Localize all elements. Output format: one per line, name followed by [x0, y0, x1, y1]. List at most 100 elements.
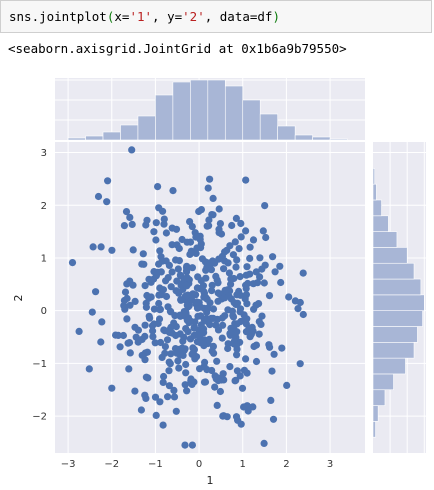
- scatter-point: [192, 232, 200, 240]
- y-axis-label: 2: [12, 295, 25, 302]
- scatter-point: [141, 356, 149, 364]
- scatter-point: [191, 318, 199, 326]
- right-hist-bar: [372, 262, 415, 280]
- scatter-point: [184, 328, 192, 336]
- scatter-point: [214, 374, 222, 382]
- scatter-point: [104, 177, 112, 185]
- code-arg-x-val: '1': [129, 9, 153, 24]
- code-close-paren: ): [272, 9, 280, 24]
- scatter-point: [170, 319, 178, 327]
- scatter-point: [205, 222, 213, 230]
- scatter-point: [213, 357, 221, 365]
- scatter-point: [232, 263, 240, 271]
- scatter-point: [170, 393, 179, 401]
- scatter-point: [150, 228, 158, 236]
- scatter-point: [141, 321, 149, 329]
- code-cell[interactable]: sns.jointplot(x='1', y='2', data=df): [0, 0, 432, 33]
- cell-output-text: <seaborn.axisgrid.JointGrid at 0x1b6a9b7…: [8, 41, 347, 56]
- scatter-point: [277, 278, 285, 287]
- scatter-point: [126, 301, 134, 309]
- top-hist-bar: [277, 125, 296, 141]
- scatter-point: [121, 288, 130, 296]
- scatter-point: [155, 204, 163, 212]
- scatter-point: [197, 244, 205, 252]
- scatter-point: [268, 367, 276, 375]
- scatter-point: [172, 256, 180, 264]
- scatter-point: [233, 291, 241, 299]
- scatter-point: [296, 360, 304, 368]
- scatter-point: [202, 266, 210, 274]
- scatter-point: [221, 294, 229, 302]
- code-func: sns.jointplot: [9, 9, 107, 24]
- scatter-point: [131, 323, 139, 331]
- scatter-point: [233, 367, 241, 375]
- scatter-point: [122, 208, 131, 216]
- scatter-point: [208, 287, 216, 295]
- scatter-point: [265, 292, 274, 300]
- scatter-point: [206, 175, 214, 183]
- scatter-point: [252, 357, 261, 366]
- scatter-point: [94, 192, 103, 201]
- scatter-point: [131, 297, 139, 305]
- scatter-point: [211, 383, 219, 391]
- scatter-point: [155, 291, 163, 299]
- scatter-point: [188, 441, 196, 449]
- scatter-point: [186, 218, 194, 226]
- top-hist-bar: [329, 138, 348, 141]
- scatter-point: [189, 290, 197, 298]
- scatter-point: [243, 263, 251, 271]
- scatter-point: [208, 281, 216, 289]
- scatter-point: [142, 303, 150, 311]
- scatter-point: [183, 282, 191, 290]
- top-hist-bar: [102, 131, 121, 141]
- scatter-point: [172, 407, 180, 415]
- scatter-point: [150, 320, 158, 328]
- scatter-point: [163, 336, 172, 344]
- scatter-point: [89, 243, 97, 251]
- scatter-point: [126, 349, 134, 357]
- scatter-point: [242, 285, 250, 293]
- scatter-point: [161, 343, 169, 351]
- scatter-point: [250, 342, 258, 351]
- right-hist-bar: [372, 389, 386, 406]
- scatter-point: [181, 345, 189, 353]
- scatter-point: [218, 334, 226, 342]
- scatter-point: [276, 262, 284, 270]
- scatter-point: [221, 257, 229, 265]
- scatter-point: [152, 272, 160, 280]
- scatter-point: [183, 387, 191, 395]
- scatter-point: [159, 421, 167, 429]
- scatter-point: [236, 273, 244, 281]
- scatter-point: [103, 198, 111, 206]
- scatter-point: [169, 187, 177, 195]
- scatter-point: [200, 293, 208, 301]
- scatter-point: [226, 329, 234, 338]
- top-marginal-histogram: [67, 79, 348, 141]
- scatter-point: [225, 269, 233, 277]
- scatter-point: [294, 305, 302, 313]
- scatter-point: [267, 396, 275, 404]
- scatter-point: [258, 265, 266, 273]
- scatter-point: [235, 245, 243, 253]
- scatter-point: [97, 243, 105, 251]
- scatter-point: [149, 327, 157, 335]
- scatter-point: [138, 260, 146, 268]
- scatter-point: [285, 293, 293, 301]
- scatter-point: [233, 351, 241, 359]
- scatter-point: [161, 327, 169, 335]
- scatter-point: [155, 260, 163, 268]
- scatter-point: [216, 220, 224, 228]
- scatter-point: [215, 255, 223, 263]
- scatter-point: [242, 227, 250, 235]
- top-hist-bar: [242, 99, 261, 141]
- code-input[interactable]: sns.jointplot(x='1', y='2', data=df): [9, 9, 280, 24]
- scatter-point: [182, 266, 191, 275]
- scatter-point: [152, 236, 160, 244]
- scatter-point: [190, 331, 198, 339]
- scatter-point: [125, 339, 134, 347]
- code-sep-1: ,: [152, 9, 168, 24]
- scatter-point: [212, 272, 220, 280]
- scatter-point: [88, 308, 96, 316]
- scatter-point: [191, 355, 199, 363]
